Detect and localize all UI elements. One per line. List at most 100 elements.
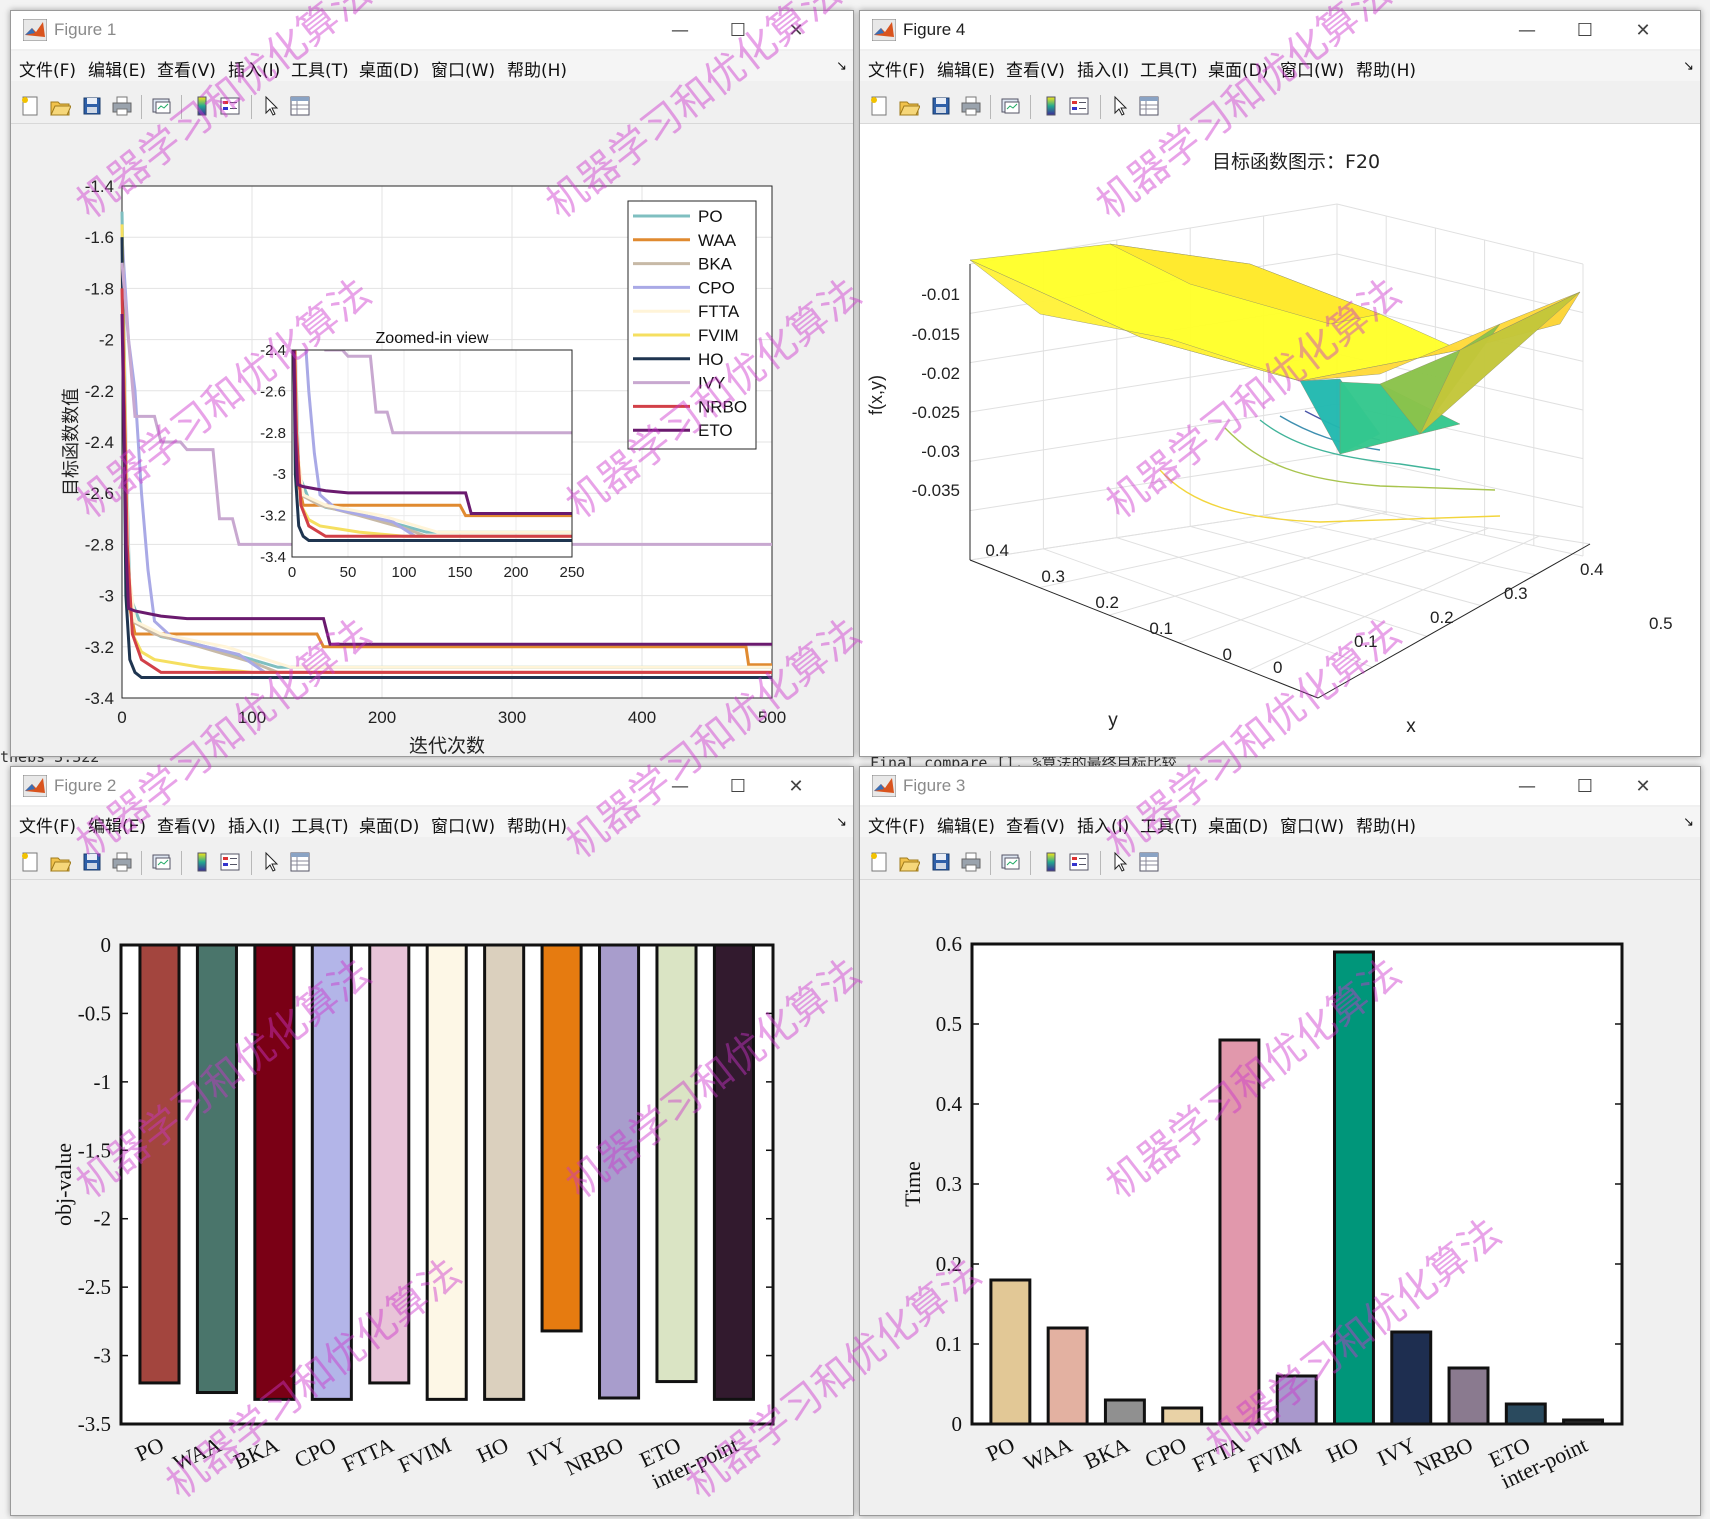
menu-item[interactable]: 帮助(H)	[507, 61, 568, 81]
inset-y-tick-label: -3.4	[260, 549, 286, 566]
link-plot-icon[interactable]	[1000, 95, 1022, 117]
menu-item[interactable]: 工具(T)	[291, 61, 349, 81]
menu-item[interactable]: 桌面(D)	[1208, 817, 1269, 837]
menu-item[interactable]: 帮助(H)	[1356, 817, 1417, 837]
menu-item[interactable]: 窗口(W)	[431, 817, 496, 837]
save-icon[interactable]	[81, 95, 103, 117]
toolbar-toggle-icon[interactable]: ↘	[1683, 59, 1694, 74]
colorbar-icon[interactable]	[1040, 95, 1062, 117]
menu-item[interactable]: 窗口(W)	[1280, 61, 1345, 81]
minimize-button[interactable]: —	[671, 775, 689, 797]
y-tick-label: 0.5	[936, 1012, 962, 1036]
toolbar-toggle-icon[interactable]: ↘	[836, 59, 847, 74]
x-tick-label: 0.4	[1580, 560, 1604, 579]
title-bar[interactable]: Figure 3 — ☐ ✕	[860, 767, 1700, 805]
print-icon[interactable]	[111, 95, 133, 117]
menu-item[interactable]: 文件(F)	[19, 61, 77, 81]
new-figure-icon[interactable]	[19, 95, 41, 117]
property-inspector-icon[interactable]	[1138, 95, 1160, 117]
menu-item[interactable]: 文件(F)	[19, 817, 77, 837]
menu-item[interactable]: 桌面(D)	[359, 817, 420, 837]
menu-item[interactable]: 工具(T)	[1140, 817, 1198, 837]
menu-item[interactable]: 文件(F)	[868, 817, 926, 837]
menu-item[interactable]: 插入(I)	[1077, 61, 1130, 81]
legend-icon[interactable]	[219, 851, 241, 873]
menu-item[interactable]: 插入(I)	[1077, 817, 1130, 837]
new-figure-icon[interactable]	[868, 851, 890, 873]
colorbar-icon[interactable]	[191, 851, 213, 873]
edit-plot-icon[interactable]	[261, 851, 283, 873]
surface-chart: -0.01 -0.015 -0.02 -0.025 -0.03 -0.035 0 0.1 0.2…	[860, 124, 1700, 756]
edit-plot-icon[interactable]	[261, 95, 283, 117]
title-bar[interactable]: Figure 2 — ☐ ✕	[11, 767, 853, 805]
legend-icon[interactable]	[1068, 851, 1090, 873]
close-button[interactable]: ✕	[1635, 19, 1651, 41]
edit-plot-icon[interactable]	[1110, 851, 1132, 873]
menu-item[interactable]: 查看(V)	[157, 61, 216, 81]
colorbar-icon[interactable]	[191, 95, 213, 117]
menu-item[interactable]: 编辑(E)	[88, 61, 147, 81]
menu-item[interactable]: 窗口(W)	[431, 61, 496, 81]
open-file-icon[interactable]	[898, 95, 921, 117]
new-figure-icon[interactable]	[868, 95, 890, 117]
menu-item[interactable]: 桌面(D)	[1208, 61, 1269, 81]
property-inspector-icon[interactable]	[1138, 851, 1160, 873]
menu-item[interactable]: 插入(I)	[228, 817, 281, 837]
maximize-button[interactable]: ☐	[1576, 775, 1594, 797]
menu-item[interactable]: 窗口(W)	[1280, 817, 1345, 837]
maximize-button[interactable]: ☐	[729, 775, 747, 797]
new-figure-icon[interactable]	[19, 851, 41, 873]
toolbar-separator	[181, 851, 182, 875]
edit-plot-icon[interactable]	[1110, 95, 1132, 117]
link-plot-icon[interactable]	[151, 851, 173, 873]
minimize-button[interactable]: —	[671, 19, 689, 41]
property-inspector-icon[interactable]	[289, 851, 311, 873]
window-title: Figure 1	[54, 20, 117, 39]
legend-icon[interactable]	[219, 95, 241, 117]
toolbar-toggle-icon[interactable]: ↘	[1683, 815, 1694, 830]
close-button[interactable]: ✕	[788, 775, 804, 797]
open-file-icon[interactable]	[898, 851, 921, 873]
bar-ivy	[1390, 1330, 1433, 1426]
menu-item[interactable]: 编辑(E)	[88, 817, 147, 837]
close-button[interactable]: ✕	[1635, 775, 1651, 797]
menu-item[interactable]: 工具(T)	[291, 817, 349, 837]
maximize-button[interactable]: ☐	[729, 19, 747, 41]
menu-item[interactable]: 查看(V)	[157, 817, 216, 837]
save-icon[interactable]	[930, 95, 952, 117]
y-tick-label: -2.4	[85, 433, 114, 452]
bar-ftta	[368, 943, 411, 1385]
close-button[interactable]: ✕	[788, 19, 804, 41]
menu-item[interactable]: 工具(T)	[1140, 61, 1198, 81]
menu-item[interactable]: 查看(V)	[1006, 817, 1065, 837]
menu-item[interactable]: 文件(F)	[868, 61, 926, 81]
print-icon[interactable]	[960, 851, 982, 873]
print-icon[interactable]	[960, 95, 982, 117]
title-bar[interactable]: Figure 4 — ☐ ✕	[860, 11, 1700, 49]
minimize-button[interactable]: —	[1518, 775, 1536, 797]
save-icon[interactable]	[81, 851, 103, 873]
menu-item[interactable]: 帮助(H)	[1356, 61, 1417, 81]
title-bar[interactable]: Figure 1 — ☐ ✕	[11, 11, 853, 49]
print-icon[interactable]	[111, 851, 133, 873]
toolbar-separator	[1100, 95, 1101, 119]
link-plot-icon[interactable]	[151, 95, 173, 117]
legend-label: NRBO	[698, 397, 747, 416]
open-file-icon[interactable]	[49, 95, 72, 117]
menu-item[interactable]: 帮助(H)	[507, 817, 568, 837]
menu-item[interactable]: 查看(V)	[1006, 61, 1065, 81]
legend-icon[interactable]	[1068, 95, 1090, 117]
menu-item[interactable]: 编辑(E)	[937, 817, 996, 837]
property-inspector-icon[interactable]	[289, 95, 311, 117]
x-tick-label: CPO	[1141, 1432, 1190, 1473]
menu-item[interactable]: 编辑(E)	[937, 61, 996, 81]
menu-item[interactable]: 桌面(D)	[359, 61, 420, 81]
link-plot-icon[interactable]	[1000, 851, 1022, 873]
maximize-button[interactable]: ☐	[1576, 19, 1594, 41]
colorbar-icon[interactable]	[1040, 851, 1062, 873]
minimize-button[interactable]: —	[1518, 19, 1536, 41]
menu-item[interactable]: 插入(I)	[228, 61, 281, 81]
open-file-icon[interactable]	[49, 851, 72, 873]
toolbar-toggle-icon[interactable]: ↘	[836, 815, 847, 830]
save-icon[interactable]	[930, 851, 952, 873]
